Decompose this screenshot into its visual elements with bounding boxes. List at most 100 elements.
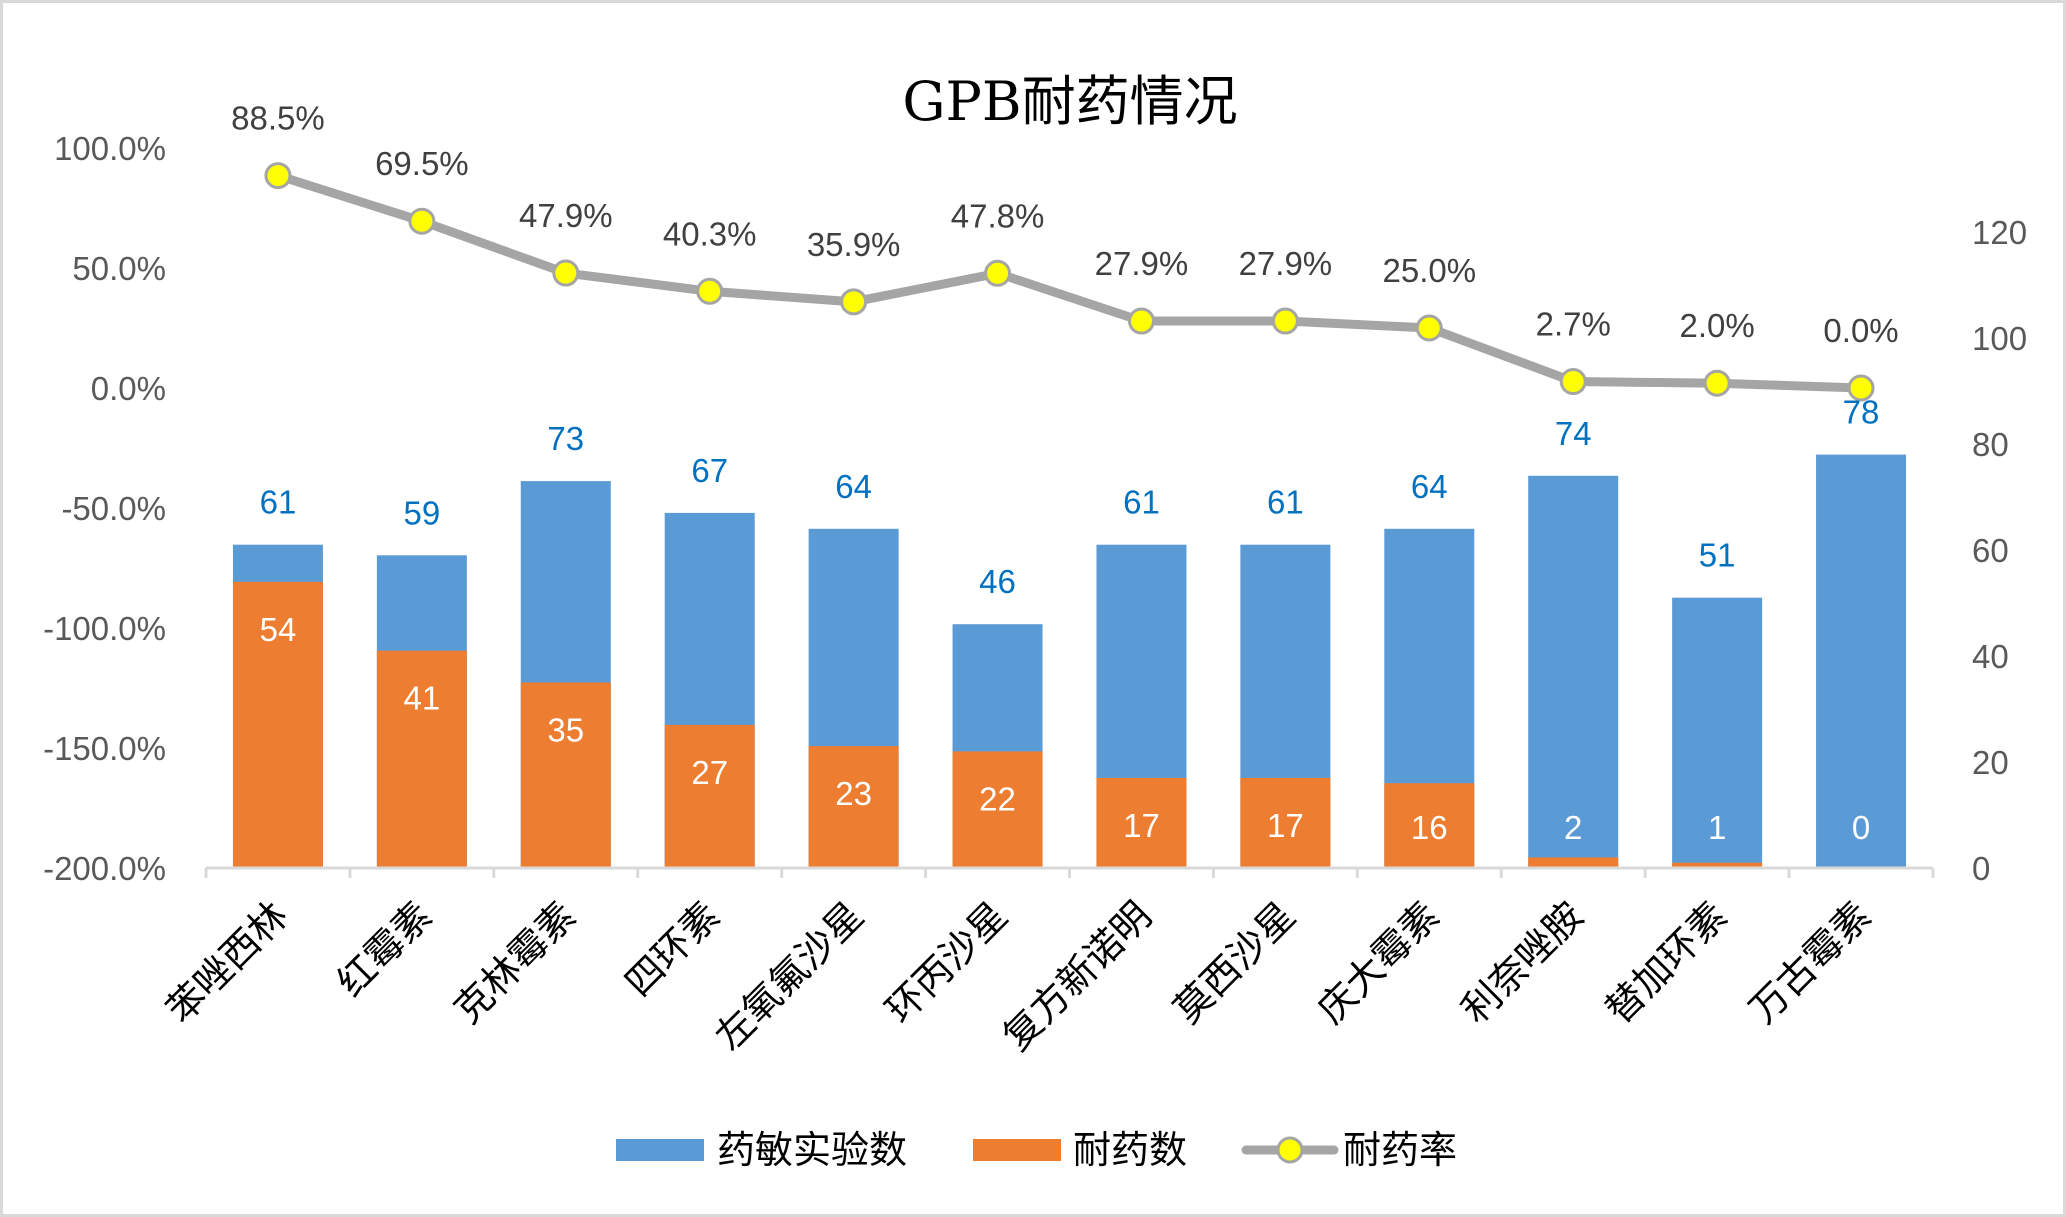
- right-tick-label: 40: [1972, 638, 2009, 675]
- bar-resist: [664, 724, 755, 868]
- category-label: 复方新诺明: [994, 893, 1159, 1058]
- total-data-label: 73: [547, 420, 584, 457]
- resist-data-label: 23: [835, 775, 872, 812]
- rate-marker: [984, 259, 1012, 287]
- rate-marker: [1127, 307, 1155, 335]
- right-tick-label: 20: [1972, 744, 2009, 781]
- rate-data-label: 25.0%: [1383, 252, 1477, 289]
- total-data-label: 67: [691, 452, 728, 489]
- left-tick-label: 0.0%: [91, 370, 166, 407]
- total-data-label: 46: [979, 563, 1016, 600]
- rate-data-label: 35.9%: [807, 226, 901, 263]
- bar-resist: [1096, 777, 1187, 868]
- rate-marker: [1559, 368, 1587, 396]
- category-label: 替加环素: [1597, 893, 1736, 1032]
- right-tick-label: 80: [1972, 426, 2009, 463]
- data-labels: 6154594173356727642346226117611764167425…: [231, 100, 1898, 846]
- category-label: 克林霉素: [446, 893, 585, 1032]
- total-data-label: 78: [1843, 394, 1880, 431]
- category-label: 左氧氟沙星: [707, 893, 872, 1058]
- left-tick-label: -50.0%: [61, 490, 166, 527]
- right-tick-label: 100: [1972, 320, 2027, 357]
- category-label: 万古霉素: [1741, 893, 1880, 1032]
- total-data-label: 61: [1123, 484, 1160, 521]
- legend-swatch-total: [616, 1139, 704, 1161]
- rate-marker: [552, 259, 580, 287]
- right-tick-label: 0: [1972, 850, 1990, 887]
- resist-data-label: 41: [404, 680, 441, 717]
- bar-resist: [1240, 777, 1331, 868]
- rate-data-label: 2.0%: [1680, 307, 1755, 344]
- resist-data-label: 27: [691, 754, 728, 791]
- bar-total: [1816, 454, 1907, 868]
- category-label: 利奈唑胺: [1453, 893, 1592, 1032]
- right-tick-label: 120: [1972, 214, 2027, 251]
- category-label: 四环素: [616, 893, 728, 1005]
- legend-marker-rate: [1276, 1136, 1304, 1164]
- legend: 药敏实验数 耐药数 耐药率: [616, 1128, 1457, 1172]
- rate-marker: [1847, 374, 1875, 402]
- rate-data-label: 2.7%: [1536, 306, 1611, 343]
- bar-resist: [952, 751, 1043, 868]
- total-data-label: 51: [1699, 537, 1736, 574]
- total-data-label: 64: [835, 468, 872, 505]
- rate-marker: [408, 207, 436, 235]
- legend-item-total[interactable]: 药敏实验数: [616, 1128, 907, 1172]
- bar-resist: [808, 746, 899, 868]
- bar-total: [1528, 475, 1619, 868]
- left-tick-label: -100.0%: [43, 610, 166, 647]
- left-tick-label: 100.0%: [54, 130, 166, 167]
- total-data-label: 59: [404, 494, 441, 531]
- right-tick-label: 60: [1972, 532, 2009, 569]
- x-axis: [204, 866, 1935, 878]
- bar-resist: [1528, 857, 1619, 868]
- rate-line: [273, 171, 1866, 393]
- rate-data-label: 88.5%: [231, 100, 325, 137]
- left-tick-label: -150.0%: [43, 730, 166, 767]
- total-data-label: 64: [1411, 468, 1448, 505]
- total-data-label: 61: [1267, 484, 1304, 521]
- rate-marker: [696, 277, 724, 305]
- legend-item-resist[interactable]: 耐药数: [973, 1128, 1187, 1172]
- bar-resist: [232, 581, 323, 868]
- series-rate-line: [264, 162, 1875, 402]
- rate-marker: [1415, 314, 1443, 342]
- bar-total: [1672, 597, 1763, 868]
- resist-data-label: 17: [1267, 807, 1304, 844]
- series-total-bars: [232, 454, 1907, 868]
- legend-swatch-resist: [973, 1139, 1061, 1161]
- bar-resist: [520, 682, 611, 868]
- rate-data-label: 0.0%: [1823, 312, 1898, 349]
- resist-data-label: 35: [547, 712, 584, 749]
- category-label: 苯唑西林: [158, 893, 297, 1032]
- rate-marker: [1703, 369, 1731, 397]
- bar-resist: [376, 650, 467, 868]
- category-label: 庆大霉素: [1309, 893, 1448, 1032]
- rate-marker: [1271, 307, 1299, 335]
- category-label: 环丙沙星: [877, 893, 1016, 1032]
- bar-resist: [1672, 862, 1763, 868]
- bar-resist: [1384, 783, 1475, 868]
- rate-data-label: 27.9%: [1239, 245, 1333, 282]
- rate-data-label: 69.5%: [375, 145, 469, 182]
- total-data-label: 61: [260, 484, 297, 521]
- legend-label-resist: 耐药数: [1073, 1128, 1187, 1172]
- rate-data-label: 27.9%: [1095, 245, 1189, 282]
- resist-data-label: 16: [1411, 809, 1448, 846]
- rate-data-label: 40.3%: [663, 215, 757, 252]
- resist-data-label: 2: [1564, 809, 1582, 846]
- resist-data-label: 17: [1123, 807, 1160, 844]
- resist-data-label: 54: [260, 611, 297, 648]
- category-label: 莫西沙星: [1165, 893, 1304, 1032]
- resist-data-label: 1: [1708, 809, 1726, 846]
- left-tick-label: 50.0%: [72, 250, 166, 287]
- rate-data-label: 47.9%: [519, 197, 613, 234]
- left-tick-label: -200.0%: [43, 850, 166, 887]
- resist-data-label: 0: [1852, 809, 1870, 846]
- series-resist-bars: [232, 581, 1763, 868]
- legend-item-rate[interactable]: 耐药率: [1241, 1128, 1457, 1172]
- total-data-label: 74: [1555, 415, 1592, 452]
- chart-title: GPB耐药情况: [902, 70, 1237, 133]
